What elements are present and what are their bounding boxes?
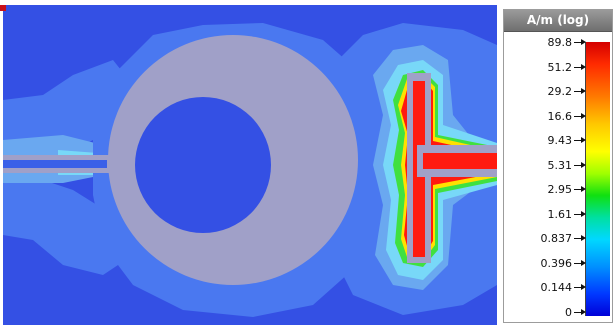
legend-tick-arrow-icon [574,235,586,242]
legend-tick-arrow-icon [574,284,586,291]
corner-marker [0,5,6,11]
legend-tick-arrow-icon [574,88,586,95]
legend-tick-arrow-icon [574,309,586,315]
legend-title: A/m (log) [504,10,612,32]
legend-panel: A/m (log) 89.8 51.2 29.2 16.6 9.43 5.31 2.95 1.… [503,9,613,323]
legend-tick-label: 51.2 [547,60,573,74]
legend-tick: 5.31 [504,158,586,173]
colorbar [585,42,610,316]
legend-tick-label: 0.144 [540,281,573,295]
legend-tick-arrow-icon [574,259,586,266]
legend-tick-arrow-icon [574,112,586,119]
legend-tick-arrow-icon [574,210,586,217]
legend-tick-label: 2.95 [547,183,573,197]
legend-tick: 0.396 [504,256,586,271]
legend-tick: 0 [504,306,586,320]
legend-tick: 89.8 [504,36,586,50]
legend-tick: 2.95 [504,183,586,197]
legend-tick-label: 16.6 [547,109,573,123]
feed-line-gap [3,160,107,168]
legend-tick-arrow-icon [574,39,586,45]
field-plot-viewport[interactable] [3,5,497,325]
legend-tick-arrow-icon [574,161,586,168]
legend-tick: 1.61 [504,207,586,222]
legend-tick-label: 0.396 [540,256,573,270]
legend-tick-label: 89.8 [547,36,573,49]
legend-tick-arrow-icon [574,137,586,144]
legend-tick: 9.43 [504,134,586,148]
legend-tick-label: 0.837 [540,232,573,246]
t-stub-horizontal-inner [423,153,497,169]
field-plot-svg [3,5,497,325]
legend-tick-label: 29.2 [547,85,573,99]
legend-tick-arrow-icon [574,186,586,193]
legend-tick: 16.6 [504,109,586,124]
field-region-left-lower [3,175,133,275]
legend-tick: 51.2 [504,60,586,75]
legend-tick: 29.2 [504,85,586,99]
legend-tick-label: 9.43 [547,134,573,148]
legend-tick-label: 5.31 [547,158,573,172]
ring-inner-cutout [135,97,271,233]
legend-tick-arrow-icon [574,63,586,70]
legend-tick-label: 0 [565,306,572,319]
legend-tick: 0.144 [504,281,586,295]
legend-tick: 0.837 [504,232,586,246]
legend-tick-label: 1.61 [547,207,573,221]
